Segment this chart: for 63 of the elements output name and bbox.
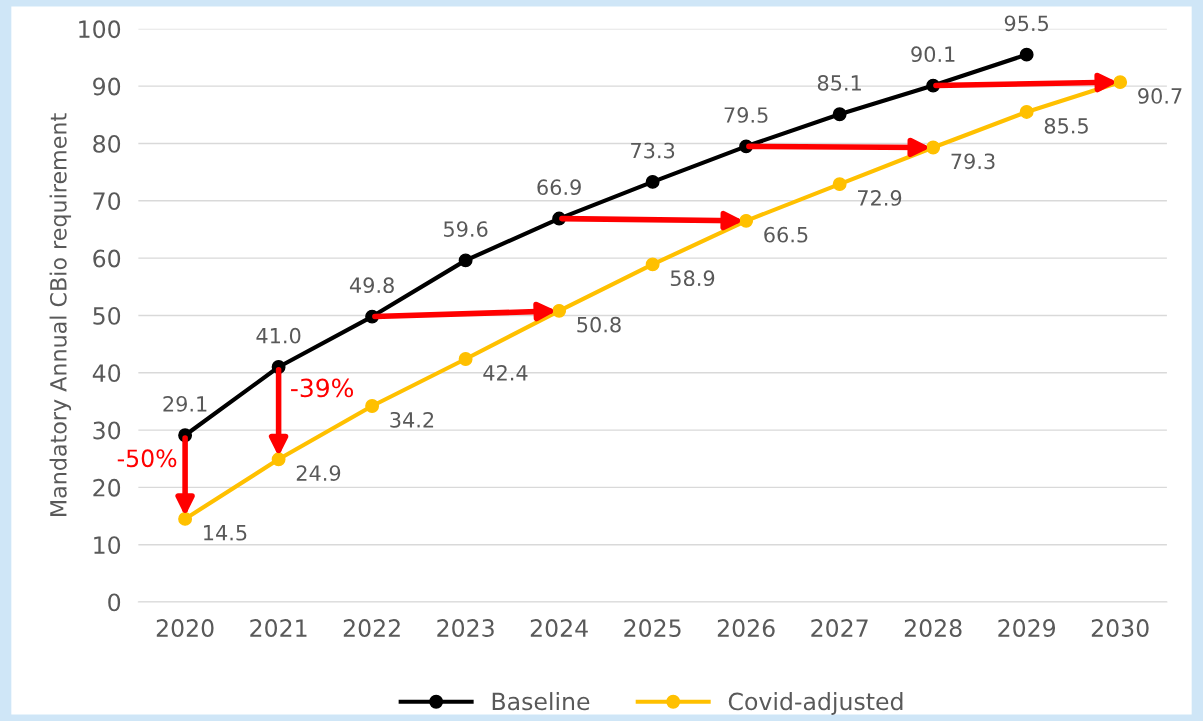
point [178,511,193,526]
x-tick-label: 2028 [904,619,962,637]
x-tick-label: 2025 [624,619,681,637]
point [832,107,847,122]
y-tick-label: 70 [93,192,121,211]
data-label: 66.5 [764,226,808,243]
data-label: 29.1 [163,396,207,412]
data-label: 59.6 [444,221,488,237]
annotation: -50% [117,449,177,468]
point [1019,105,1034,119]
data-label: 58.9 [670,270,715,287]
y-tick-label: 90 [93,77,121,96]
y-tick-label: 20 [93,478,121,497]
legend-label: Covid-adjusted [728,692,903,715]
data-label: 85.5 [1044,117,1088,134]
y-tick-label: 60 [93,249,121,268]
data-label: 50.8 [577,316,621,333]
point [739,213,754,228]
point [1019,47,1034,62]
data-label: 14.5 [204,525,247,541]
x-tick-label: 2024 [530,619,588,637]
point [458,352,473,366]
point [832,177,847,192]
x-tick-label: 2030 [1091,619,1149,637]
data-label: 85.1 [817,75,861,91]
data-label: 79.3 [951,153,995,170]
x-tick-label: 2026 [717,619,775,637]
annotation: -39% [291,378,354,398]
data-label: 41.0 [256,327,301,344]
legend-label: Baseline [492,692,590,711]
y-tick-label: 50 [93,306,121,325]
data-label: 42.4 [483,364,528,381]
y-tick-label: 30 [93,421,121,440]
y-tick-label: 40 [92,364,121,383]
x-tick-label: 2020 [156,619,214,637]
x-tick-label: 2027 [811,619,868,637]
y-axis-title: Mandatory Annual CBio requirement [49,113,72,516]
point [365,399,380,413]
x-tick-label: 2021 [250,619,307,637]
point [645,257,660,272]
point [645,174,660,189]
point [271,452,286,467]
data-label: 95.5 [1004,15,1049,32]
point [552,303,567,318]
data-label: 34.2 [390,411,434,428]
point [458,253,473,268]
data-label: 90.1 [911,46,955,63]
point [926,140,941,155]
x-tick-label: 2029 [998,619,1056,637]
point [1113,75,1128,90]
data-label: 72.9 [858,190,902,206]
y-tick-label: 80 [93,134,121,153]
x-tick-label: 2023 [437,619,494,637]
data-label: 90.7 [1138,88,1182,104]
data-label: 24.9 [296,465,341,481]
y-tick-label: 10 [94,536,121,555]
x-tick-label: 2022 [343,619,400,637]
y-tick-label: 0 [108,593,121,612]
data-label: 66.9 [537,179,581,196]
data-label: 49.8 [349,277,394,294]
y-tick-label: 100 [79,20,121,39]
data-label: 79.5 [724,107,768,123]
data-label: 73.3 [631,142,675,159]
